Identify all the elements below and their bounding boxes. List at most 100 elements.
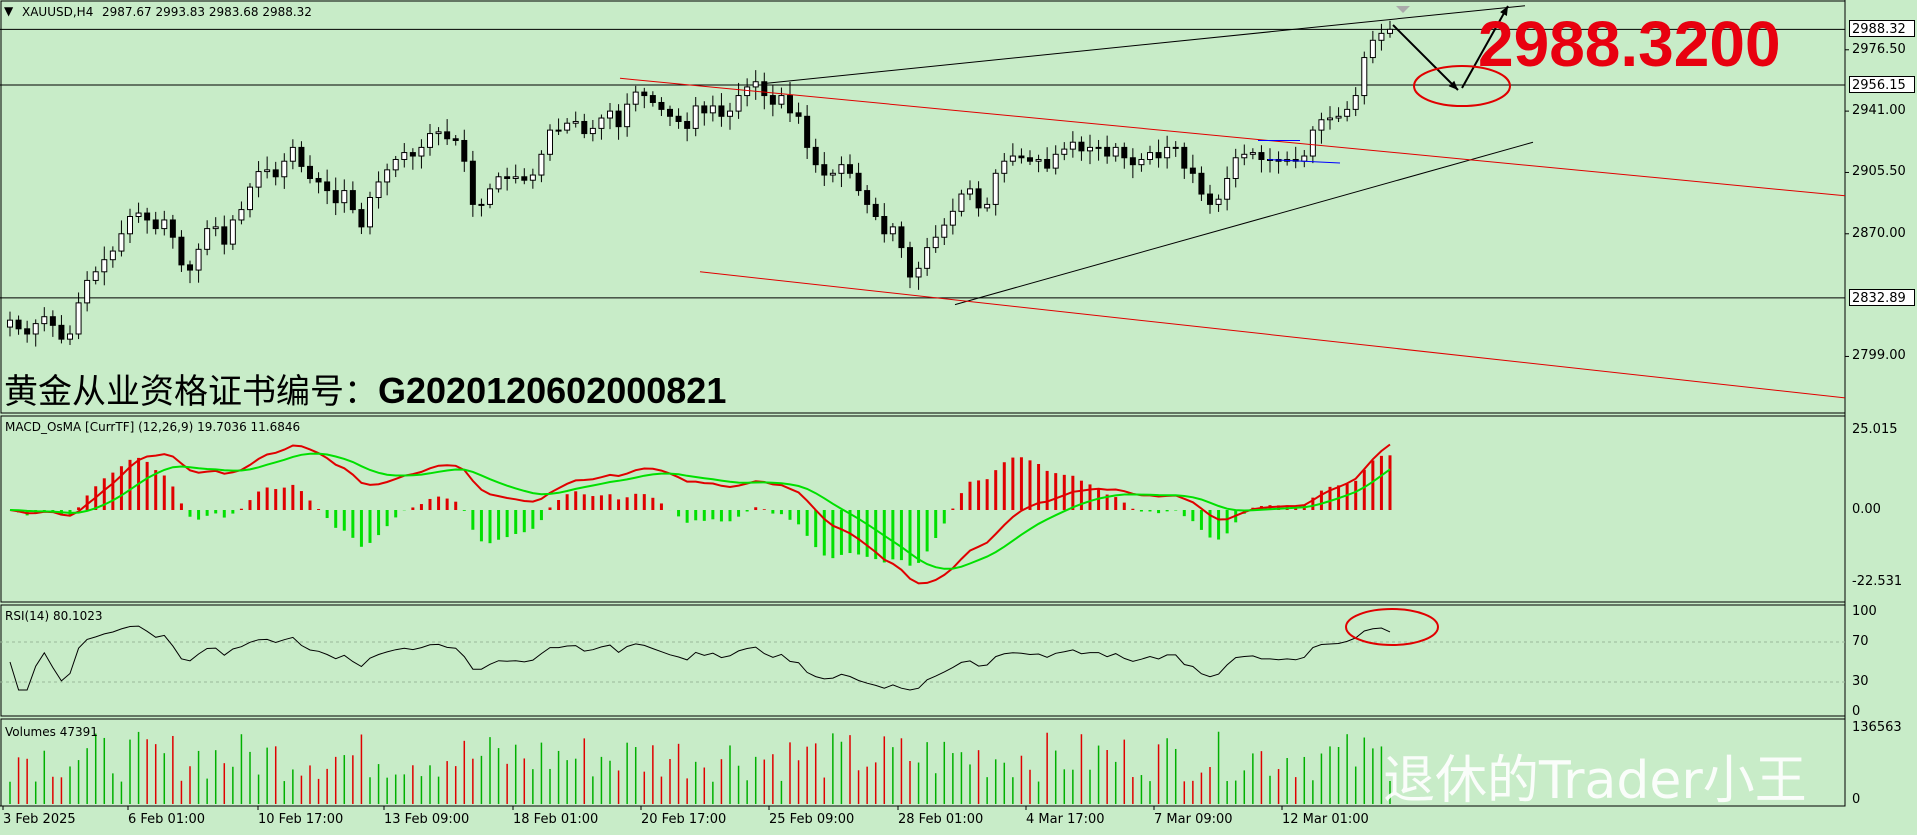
candle-body	[1232, 157, 1239, 179]
candle-body	[547, 129, 553, 155]
candle-body	[289, 146, 296, 162]
candle-body	[941, 224, 948, 238]
candle-body	[281, 160, 288, 178]
candle-body	[864, 190, 871, 205]
candle-body	[272, 169, 279, 178]
candle-body	[598, 117, 605, 129]
candle-body	[144, 212, 151, 221]
candle-body	[307, 165, 313, 179]
candle-body	[1207, 193, 1213, 205]
candle-body	[804, 115, 811, 148]
candle-body	[812, 146, 819, 166]
certificate-number: G2020120602000821	[378, 370, 727, 411]
candle-body	[795, 112, 802, 117]
volume-axis-label-1: 0	[1852, 792, 1861, 807]
candle-body	[624, 103, 631, 128]
candle-body	[667, 108, 673, 117]
watermark: 退休的Trader小王	[1383, 751, 1807, 811]
certificate-text: 黄金从业资格证书编号：G2020120602000821	[4, 364, 726, 413]
candle-body	[478, 203, 485, 206]
candle-body	[435, 131, 442, 135]
candle-body	[1138, 158, 1145, 166]
candle-body	[1258, 152, 1265, 160]
candle-body	[889, 226, 896, 235]
candle-body	[1035, 158, 1042, 162]
time-axis-label-6: 25 Feb 09:00	[769, 812, 855, 827]
candle-body	[229, 219, 236, 245]
candle-body	[1387, 28, 1393, 34]
candle-body	[315, 177, 322, 183]
candle-body	[1189, 167, 1196, 174]
candle-body	[512, 176, 519, 179]
candle-body	[949, 210, 956, 226]
candle-body	[118, 233, 125, 252]
candle-body	[692, 105, 699, 129]
candle-body	[761, 81, 768, 97]
candle-body	[469, 160, 476, 205]
time-axis-label-4: 18 Feb 01:00	[513, 812, 599, 827]
time-axis-label-8: 4 Mar 17:00	[1026, 812, 1105, 827]
candle-body	[1369, 39, 1376, 59]
collapse-triangle-icon[interactable]: ▼	[4, 4, 14, 18]
candle-body	[572, 120, 579, 124]
candle-body	[958, 193, 965, 212]
candle-body	[735, 95, 742, 112]
down-arrow	[1392, 24, 1459, 91]
candle-body	[444, 131, 451, 140]
candle-body	[367, 196, 373, 228]
candle-body	[41, 316, 48, 325]
macd-title: MACD_OsMA [CurrTF] (12,26,9) 19.7036 11.…	[5, 420, 301, 434]
price-tag-0: 2988.32	[1849, 20, 1915, 38]
candle-body	[1112, 146, 1119, 157]
candle-body	[1181, 146, 1188, 169]
price-axis-label-4: 2799.00	[1852, 348, 1906, 364]
signal-line	[9, 452, 1391, 570]
candle-body	[701, 105, 708, 114]
volume-title: Volumes 47391	[5, 725, 98, 739]
candle-body	[7, 319, 13, 328]
candle-body	[787, 95, 793, 114]
candle-body	[341, 190, 348, 204]
candle-body	[641, 91, 648, 97]
candle-body	[1001, 160, 1008, 174]
candle-body	[392, 158, 399, 171]
candle-body	[1069, 141, 1076, 150]
macd-axis-label-0: 25.015	[1852, 421, 1898, 437]
certificate-prefix: 黄金从业资格证书编号：	[4, 372, 378, 412]
candle-body	[538, 153, 545, 176]
candle-body	[75, 302, 82, 335]
candle-body	[127, 216, 133, 235]
candle-body	[924, 247, 931, 269]
candle-body	[838, 164, 845, 174]
candle-body	[418, 146, 425, 157]
candle-body	[1224, 177, 1231, 200]
candle-body	[967, 188, 973, 195]
candle-body	[752, 81, 759, 88]
price-axis-label-2: 2905.50	[1852, 164, 1906, 180]
candle-body	[1215, 198, 1222, 205]
candle-body	[204, 228, 211, 250]
candle-body	[1241, 153, 1248, 159]
candle-body	[384, 169, 391, 183]
time-axis-label-10: 12 Mar 01:00	[1282, 812, 1369, 827]
candle-body	[975, 188, 982, 209]
candle-body	[212, 226, 219, 230]
candle-body	[727, 110, 733, 117]
candle-body	[221, 226, 228, 245]
candle-body	[178, 236, 185, 266]
candle-body	[238, 209, 245, 221]
candle-body	[161, 219, 168, 230]
time-axis-label-2: 10 Feb 17:00	[258, 812, 344, 827]
candle-body	[615, 110, 622, 128]
candle-body	[332, 190, 339, 204]
candle-body	[589, 127, 596, 135]
candle-body	[375, 181, 382, 198]
rsi-axis-label-1: 70	[1852, 634, 1869, 649]
lower-trend-line	[954, 141, 1534, 306]
candle-body	[1147, 152, 1153, 160]
candle-body	[992, 172, 999, 205]
blue-line-2	[1267, 158, 1341, 164]
price-tag-1: 2956.15	[1849, 75, 1915, 93]
symbol-label: XAUUSD,H4	[22, 5, 94, 19]
